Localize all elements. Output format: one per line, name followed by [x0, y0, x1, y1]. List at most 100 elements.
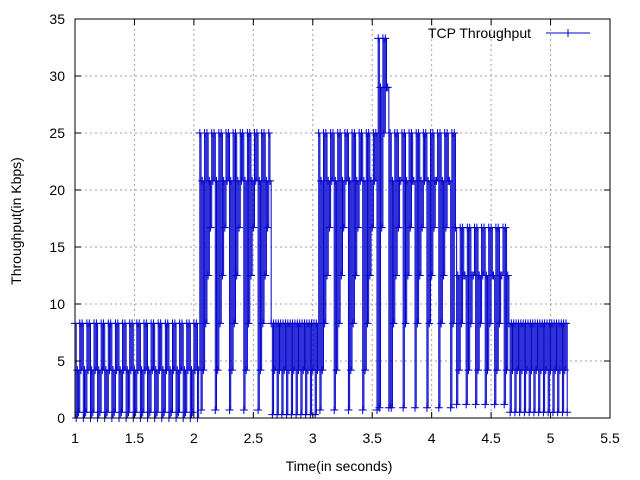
data-point	[244, 319, 253, 328]
data-point	[349, 319, 358, 328]
data-point	[320, 319, 329, 328]
data-point	[315, 406, 324, 415]
data-point	[460, 271, 469, 280]
data-point	[359, 176, 368, 185]
data-point	[242, 366, 251, 375]
data-point	[389, 319, 398, 328]
data-point	[474, 366, 483, 375]
data-point	[226, 176, 235, 185]
data-point	[181, 408, 190, 417]
data-point	[387, 403, 396, 412]
x-tick-label: 4	[428, 430, 436, 446]
y-axis-title: Throughput(in Kbps)	[8, 157, 24, 285]
data-point	[225, 406, 234, 415]
x-tick-label: 1.5	[125, 430, 145, 446]
data-point	[422, 403, 431, 412]
data-point	[216, 319, 225, 328]
x-tick-label: 5.5	[600, 430, 620, 446]
data-point	[254, 406, 263, 415]
data-point	[256, 366, 265, 375]
data-point	[332, 366, 341, 375]
data-point	[424, 176, 433, 185]
data-point	[466, 319, 475, 328]
legend: TCP Throughput	[428, 25, 590, 41]
data-point	[351, 271, 360, 280]
series-markers	[71, 34, 572, 422]
data-point	[455, 366, 464, 375]
data-point	[427, 271, 436, 280]
data-point	[377, 223, 386, 232]
data-point	[331, 176, 340, 185]
data-point	[188, 408, 197, 417]
data-point	[197, 406, 206, 415]
data-point	[406, 223, 415, 232]
data-point	[403, 271, 412, 280]
data-point	[425, 319, 434, 328]
data-point	[500, 400, 509, 409]
data-point	[381, 34, 390, 43]
x-tick-label: 1	[71, 430, 79, 446]
data-point	[344, 406, 353, 415]
data-point	[411, 403, 420, 412]
data-point	[401, 319, 410, 328]
data-point	[95, 408, 104, 417]
y-tick-label: 5	[57, 353, 65, 369]
x-tick-label: 4.5	[481, 430, 501, 446]
data-point	[375, 403, 384, 412]
data-point	[81, 408, 90, 417]
data-point	[399, 403, 408, 412]
x-tick-label: 5	[547, 430, 555, 446]
data-point	[230, 319, 239, 328]
data-point	[131, 408, 140, 417]
data-point	[560, 366, 569, 375]
data-point	[383, 83, 392, 92]
data-point	[471, 400, 480, 409]
series-line	[75, 37, 568, 419]
data-point	[495, 319, 504, 328]
data-point	[363, 319, 372, 328]
data-point	[450, 129, 459, 137]
x-axis-title: Time(in seconds)	[286, 458, 393, 474]
data-point	[323, 271, 332, 280]
data-point	[476, 319, 485, 328]
data-point	[353, 223, 362, 232]
data-point	[330, 406, 339, 415]
data-point	[220, 223, 229, 232]
data-point	[445, 176, 454, 185]
data-point	[117, 408, 126, 417]
x-tick-label: 2	[190, 430, 198, 446]
y-tick-label: 25	[49, 125, 65, 141]
y-tick-label: 20	[49, 182, 65, 198]
y-tick-labels: 0 5 10 15 20 25 30 35	[49, 11, 65, 426]
data-point	[232, 271, 241, 280]
legend-label: TCP Throughput	[428, 25, 531, 41]
data-point	[441, 223, 450, 232]
data-point	[346, 366, 355, 375]
data-point	[174, 408, 183, 417]
y-tick-label: 15	[49, 239, 65, 255]
data-point	[206, 223, 215, 232]
data-point	[446, 403, 455, 412]
data-point	[258, 319, 267, 328]
data-point	[485, 319, 494, 328]
data-point	[501, 223, 510, 232]
y-tick-label: 10	[49, 296, 65, 312]
axis-ticks	[74, 18, 611, 419]
data-point	[160, 408, 169, 417]
data-point	[192, 319, 201, 328]
data-point	[457, 319, 466, 328]
data-point	[88, 408, 97, 417]
data-point	[198, 176, 207, 185]
data-point	[74, 408, 83, 417]
data-point	[211, 406, 220, 415]
data-point	[370, 176, 379, 185]
data-point	[317, 176, 326, 185]
y-tick-label: 30	[49, 68, 65, 84]
data-point	[361, 366, 370, 375]
data-point	[145, 408, 154, 417]
data-point	[103, 408, 112, 417]
data-point	[462, 400, 471, 409]
grid-lines	[75, 19, 610, 418]
data-point	[249, 223, 258, 232]
